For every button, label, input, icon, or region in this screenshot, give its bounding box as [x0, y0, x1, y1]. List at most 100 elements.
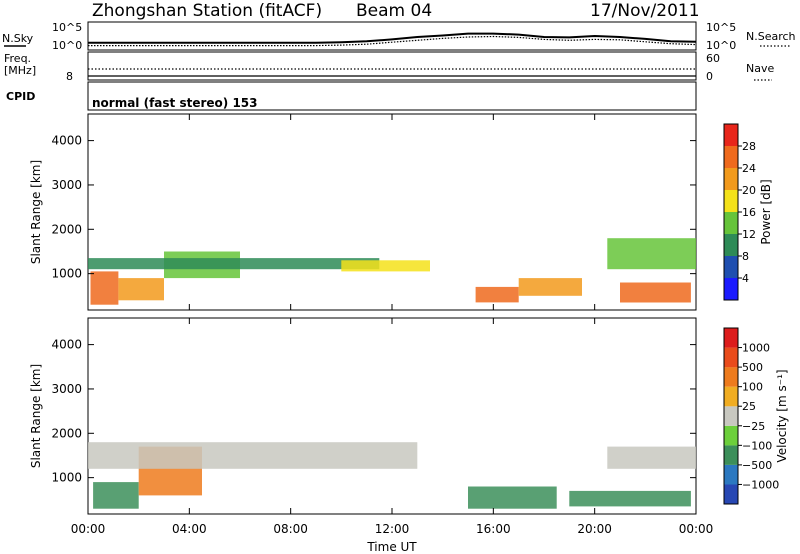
- xtick-label-2: 04:00: [172, 522, 207, 536]
- colorbar-label-4: 25: [742, 400, 756, 413]
- colorbar-swatch-5: [724, 190, 738, 212]
- colorbar-frame: [723, 327, 739, 505]
- velocity-colorbar-label: Velocity [m s⁻¹]: [775, 369, 789, 462]
- noise-right-top-tick: 10^5: [706, 21, 736, 34]
- ytick-label-4: 4000: [51, 134, 82, 148]
- cpid-mode: normal (fast stereo) 153: [92, 96, 258, 110]
- colorbar-swatch-6: [724, 168, 738, 190]
- freq-tick: 8: [66, 70, 73, 83]
- noise-right-bottom-tick: 10^0: [706, 39, 736, 52]
- velocity-ylabel: Slant Range [km]: [29, 364, 43, 468]
- colorbar-label-6: −100: [742, 439, 772, 452]
- xtick-label-5: 16:00: [476, 522, 511, 536]
- ytick-label-1: 1000: [51, 267, 82, 281]
- colorbar-label-3: 12: [742, 228, 756, 241]
- echo-region-9: [607, 238, 696, 270]
- colorbar-swatch-4: [724, 425, 738, 446]
- ytick-label-4: 4000: [51, 338, 82, 352]
- frequency-series: [88, 68, 696, 77]
- velocity-data: [88, 442, 696, 509]
- echo-region-1: [93, 482, 139, 509]
- colorbar-label-2: 8: [742, 250, 749, 263]
- noise-line-2: [88, 35, 697, 47]
- freq-label: Freq.: [4, 52, 31, 65]
- echo-region-2: [118, 278, 164, 301]
- colorbar-swatch-6: [724, 386, 738, 407]
- colorbar-label-7: −500: [742, 459, 772, 472]
- colorbar-swatch-4: [724, 212, 738, 234]
- colorbar-swatch-8: [724, 124, 738, 146]
- time-axis: 00:00 04:00 08:00 12:00 16:00 20:00 00:00: [71, 114, 714, 536]
- echo-region-4: [88, 258, 380, 270]
- colorbar-swatch-3: [724, 234, 738, 256]
- date-title: 17/Nov/2011: [590, 1, 700, 21]
- nave-label: Nave: [746, 62, 774, 75]
- noise-left-bottom-tick: 10^0: [52, 39, 82, 52]
- echo-region-1: [90, 271, 119, 305]
- nave-bottom-tick: 0: [706, 70, 713, 83]
- freq-unit-label: [MHz]: [4, 64, 36, 77]
- cpid-panel: CPID normal (fast stereo) 153: [6, 81, 697, 111]
- colorbar-swatch-1: [724, 278, 738, 300]
- ytick-label-2: 2000: [51, 222, 82, 236]
- xtick-label-4: 12:00: [375, 522, 410, 536]
- power-data: [88, 238, 696, 305]
- echo-region-6: [607, 446, 696, 469]
- echo-region-5: [569, 490, 691, 507]
- power-yticks: 1000 2000 3000 4000: [51, 134, 696, 281]
- cpid-label: CPID: [6, 90, 35, 103]
- power-colorbar-label: Power [dB]: [759, 179, 773, 244]
- beam-title: Beam 04: [356, 1, 432, 21]
- echo-region-5: [341, 260, 430, 272]
- colorbar-label-1: 4: [742, 272, 749, 285]
- ytick-label-3: 3000: [51, 178, 82, 192]
- ytick-label-2: 2000: [51, 426, 82, 440]
- ytick-label-1: 1000: [51, 471, 82, 485]
- velocity-colorbar: 1000 500 100 25 −25 −100 −500 −1000: [723, 327, 779, 505]
- colorbar-label-5: 20: [742, 184, 756, 197]
- noise-search-label: N.Search: [746, 30, 796, 43]
- nave-top-tick: 60: [706, 52, 720, 65]
- colorbar-swatch-9: [724, 328, 738, 348]
- xtick-label-7: 00:00: [679, 522, 714, 536]
- colorbar-swatch-8: [724, 347, 738, 368]
- colorbar-label-4: 16: [742, 206, 756, 219]
- noise-panel: N.Sky 10^5 10^0 10^5 10^0 N.Search: [2, 21, 796, 52]
- noise-sky-label: N.Sky: [2, 32, 34, 45]
- velocity-yticks: 1000 2000 3000 4000: [51, 338, 696, 485]
- colorbar-label-8: −1000: [742, 478, 779, 491]
- xtick-label-1: 00:00: [71, 522, 106, 536]
- xtick-label-6: 20:00: [577, 522, 612, 536]
- colorbar-label-6: 24: [742, 162, 756, 175]
- noise-series: [88, 32, 697, 47]
- noise-line-1: [88, 32, 697, 44]
- ytick-label-3: 3000: [51, 382, 82, 396]
- echo-region-7: [518, 278, 582, 296]
- frequency-panel: Freq. [MHz] 8 60 0 Nave: [4, 51, 774, 83]
- echo-region-3: [88, 442, 418, 469]
- noise-left-top-tick: 10^5: [52, 21, 82, 34]
- power-ylabel: Slant Range [km]: [29, 160, 43, 264]
- echo-region-8: [620, 282, 691, 303]
- colorbar-swatch-3: [724, 445, 738, 465]
- xtick-label-3: 08:00: [273, 522, 308, 536]
- colorbar-label-2: 500: [742, 361, 763, 374]
- colorbar-swatch-7: [724, 367, 738, 387]
- colorbar-swatch-2: [724, 256, 738, 278]
- power-colorbar: 4 8 12 16 20 24 28: [723, 123, 756, 301]
- colorbar-swatch-7: [724, 146, 738, 168]
- colorbar-label-7: 28: [742, 140, 756, 153]
- colorbar-swatch-2: [724, 464, 738, 485]
- station-title: Zhongshan Station (fitACF): [92, 1, 322, 21]
- velocity-panel: 1000 2000 3000 4000 Slant Range [km] 1000 50…: [29, 317, 789, 515]
- colorbar-label-5: −25: [742, 420, 765, 433]
- colorbar-swatch-1: [724, 484, 738, 504]
- colorbar-swatch-5: [724, 406, 738, 426]
- xaxis-label: Time UT: [366, 540, 417, 554]
- colorbar-label-3: 100: [742, 381, 763, 394]
- echo-region-4: [468, 486, 557, 509]
- echo-region-6: [475, 286, 519, 303]
- colorbar-label-1: 1000: [742, 342, 770, 355]
- power-panel: 1000 2000 3000 4000 Slant Range [km] 4 8 12 16…: [29, 113, 773, 311]
